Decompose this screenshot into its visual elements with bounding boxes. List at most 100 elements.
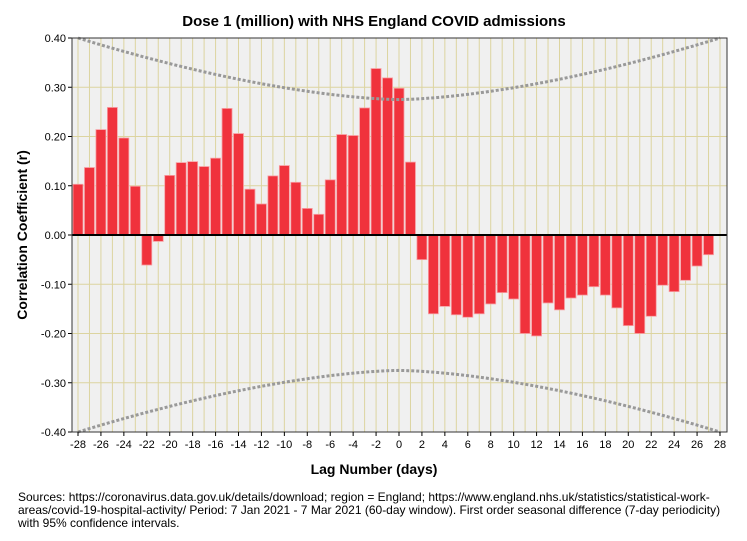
x-tick-label: -12 bbox=[253, 439, 269, 451]
bar-lag-23 bbox=[657, 234, 669, 286]
chart-title: Dose 1 (million) with NHS England COVID … bbox=[182, 13, 565, 30]
y-tick-label: -0.30 bbox=[41, 378, 66, 390]
x-tick-label: 0 bbox=[396, 439, 402, 451]
y-tick-label: 0.10 bbox=[45, 181, 66, 193]
x-tick-label: 24 bbox=[668, 439, 680, 451]
x-tick-label: 14 bbox=[553, 439, 565, 451]
x-tick-label: 12 bbox=[530, 439, 542, 451]
bar-lag--28 bbox=[72, 183, 84, 236]
x-tick-label: -6 bbox=[325, 439, 335, 451]
y-tick-label: 0.20 bbox=[45, 132, 66, 144]
bar-lag--10 bbox=[278, 165, 290, 236]
y-tick-label: -0.20 bbox=[41, 329, 66, 341]
x-tick-label: -18 bbox=[185, 439, 201, 451]
bar-lag--22 bbox=[141, 234, 153, 266]
x-tick-label: 6 bbox=[465, 439, 471, 451]
y-tick-label: -0.10 bbox=[41, 279, 66, 291]
bar-lag--6 bbox=[324, 179, 336, 236]
bar-lag-17 bbox=[588, 234, 600, 288]
x-tick-label: -8 bbox=[302, 439, 312, 451]
bar-lag--17 bbox=[198, 166, 210, 236]
x-tick-label: -16 bbox=[208, 439, 224, 451]
upper-confidence-limit bbox=[77, 36, 721, 102]
bar-lag--2 bbox=[370, 68, 382, 236]
x-tick-label: -26 bbox=[93, 439, 109, 451]
x-tick-label: 22 bbox=[645, 439, 657, 451]
bar-lag-21 bbox=[634, 234, 646, 334]
bar-lag--26 bbox=[95, 129, 107, 236]
bar-lag-5 bbox=[450, 234, 462, 316]
x-axis-label: Lag Number (days) bbox=[311, 461, 438, 477]
x-tick-label: 8 bbox=[488, 439, 494, 451]
x-tick-label: -10 bbox=[276, 439, 292, 451]
x-tick-label: 20 bbox=[622, 439, 634, 451]
bar-lag-1 bbox=[405, 161, 416, 236]
bar-lag--18 bbox=[187, 161, 199, 236]
bar-lag--8 bbox=[301, 208, 313, 236]
y-tick-label: -0.40 bbox=[41, 427, 66, 439]
bar-lag-6 bbox=[462, 234, 474, 318]
bar-lag-15 bbox=[565, 234, 577, 299]
bar-lag-13 bbox=[542, 234, 554, 304]
bar-lag--3 bbox=[359, 107, 371, 236]
y-tick-label: 0.00 bbox=[45, 230, 66, 242]
bar-lag--14 bbox=[233, 133, 244, 236]
y-tick-label: 0.40 bbox=[45, 33, 66, 45]
x-tick-label: 18 bbox=[599, 439, 611, 451]
bar-lag-10 bbox=[508, 234, 520, 300]
bar-lag-0 bbox=[393, 87, 405, 236]
bar-lag--12 bbox=[256, 203, 267, 236]
bar-lag-14 bbox=[554, 234, 565, 311]
bar-lag-11 bbox=[519, 234, 531, 334]
bar-lag-16 bbox=[577, 234, 588, 296]
bar-lag--11 bbox=[267, 175, 279, 236]
bar-lag-20 bbox=[622, 234, 634, 327]
bar-lag-26 bbox=[691, 234, 703, 267]
x-tick-label: -20 bbox=[162, 439, 178, 451]
bar-lag--5 bbox=[336, 134, 348, 236]
x-tick-label: 28 bbox=[714, 439, 726, 451]
x-tick-label: -22 bbox=[139, 439, 155, 451]
bar-lag-4 bbox=[439, 234, 451, 307]
bar-lag--16 bbox=[210, 157, 221, 236]
x-tick-label: -14 bbox=[231, 439, 247, 451]
x-tick-label: 16 bbox=[576, 439, 588, 451]
bar-lag-3 bbox=[427, 234, 439, 315]
lower-confidence-limit bbox=[77, 368, 721, 434]
bar-lag--20 bbox=[164, 175, 176, 236]
bar-lag-19 bbox=[611, 234, 623, 309]
bar-lag--7 bbox=[313, 213, 325, 236]
y-axis-label: Correlation Coefficient (r) bbox=[14, 150, 30, 320]
bar-lag-8 bbox=[485, 234, 497, 305]
bar-lag--24 bbox=[118, 137, 130, 236]
bar-lag--27 bbox=[84, 167, 95, 236]
x-tick-label: 2 bbox=[419, 439, 425, 451]
bar-lag--4 bbox=[347, 135, 359, 236]
bar-lag--9 bbox=[290, 181, 302, 236]
bar-lag-12 bbox=[531, 234, 542, 337]
bar-lag-2 bbox=[416, 234, 428, 261]
bar-lag-27 bbox=[703, 234, 714, 256]
x-tick-label: -4 bbox=[348, 439, 358, 451]
bar-lag-7 bbox=[473, 234, 485, 315]
bar-lag-24 bbox=[668, 234, 680, 293]
x-tick-label: -2 bbox=[371, 439, 381, 451]
sources-note: Sources: https://coronavirus.data.gov.uk… bbox=[18, 490, 721, 530]
bar-lag-18 bbox=[599, 234, 611, 296]
x-tick-label: 4 bbox=[442, 439, 448, 451]
bar-lag--1 bbox=[382, 77, 393, 236]
bar-lag--23 bbox=[129, 185, 141, 236]
bar-lag--15 bbox=[221, 108, 233, 236]
bar-lag--13 bbox=[244, 188, 256, 236]
correlogram-chart: Dose 1 (million) with NHS England COVID … bbox=[14, 13, 728, 477]
bar-lag--19 bbox=[175, 162, 187, 236]
bar-lag-9 bbox=[496, 234, 508, 294]
x-tick-label: -24 bbox=[116, 439, 132, 451]
x-tick-label: 26 bbox=[691, 439, 703, 451]
bar-lag--25 bbox=[106, 107, 118, 236]
bar-lag-22 bbox=[645, 234, 657, 317]
x-tick-label: -28 bbox=[70, 439, 86, 451]
y-tick-label: 0.30 bbox=[45, 82, 66, 94]
bar-lag-25 bbox=[680, 234, 692, 281]
